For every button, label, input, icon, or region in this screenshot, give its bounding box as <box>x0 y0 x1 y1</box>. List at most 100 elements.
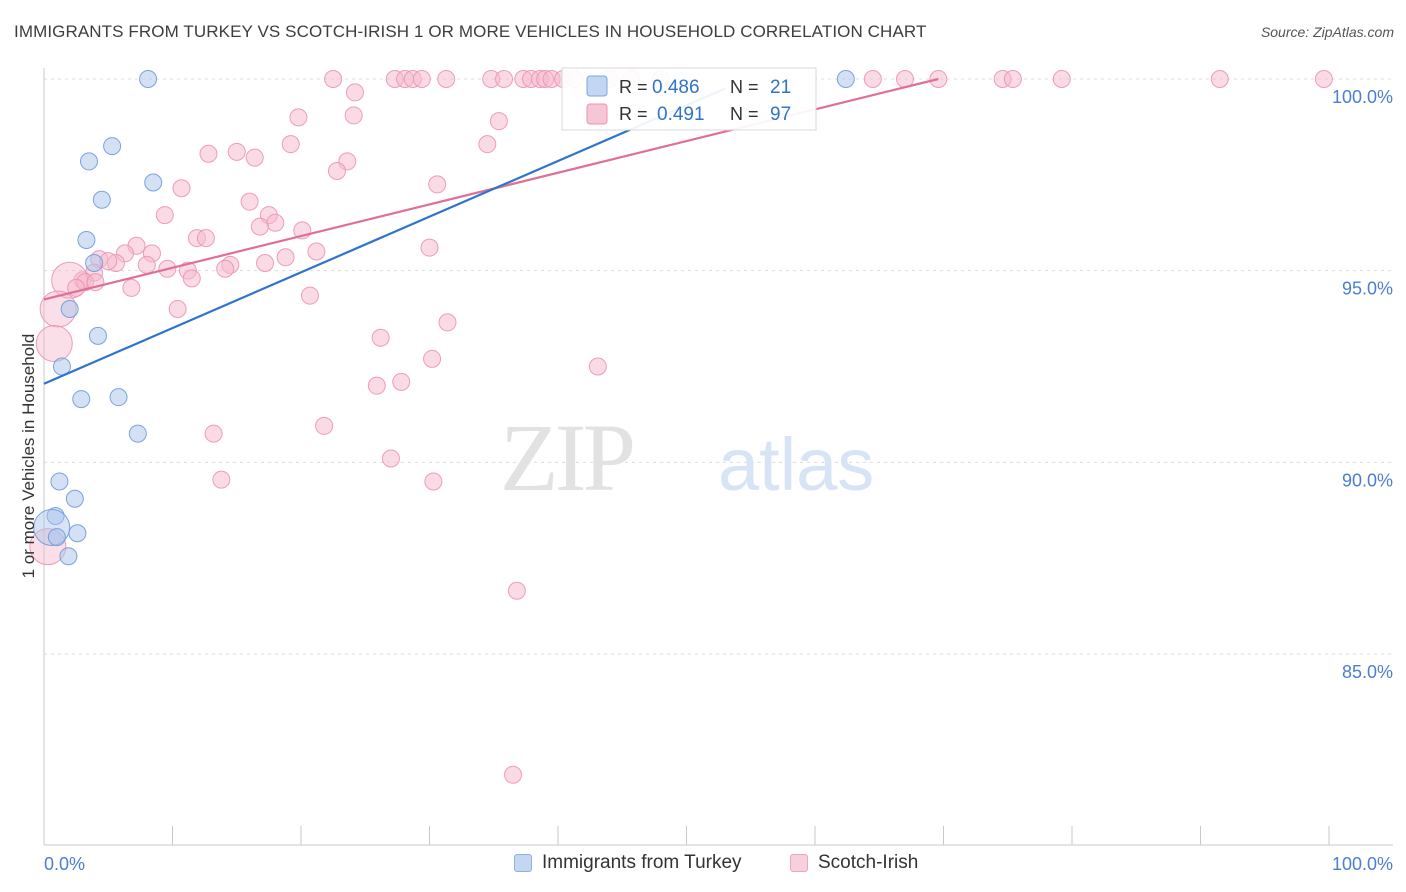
data-point <box>504 765 523 784</box>
data-point <box>836 70 855 88</box>
data-point <box>212 470 231 489</box>
data-point <box>381 449 400 468</box>
watermark-zip: ZIP <box>500 404 633 511</box>
data-point <box>392 372 411 391</box>
data-point <box>1052 70 1071 88</box>
data-point <box>50 472 69 491</box>
data-point <box>216 259 235 278</box>
legend-label-scotch: Scotch-Irish <box>818 852 919 873</box>
legend-r-label-turkey: R = <box>619 77 648 97</box>
watermark: ZIP atlas <box>500 404 874 511</box>
data-point <box>863 70 882 88</box>
data-point <box>155 206 174 225</box>
data-point <box>103 137 122 156</box>
data-point <box>122 278 141 297</box>
x-tick-label-max: 100.0% <box>1332 854 1393 874</box>
data-point <box>1314 70 1333 88</box>
legend-n-value-turkey: 21 <box>770 77 791 98</box>
data-point <box>588 357 607 376</box>
data-point <box>1003 70 1022 88</box>
data-point <box>1210 70 1229 88</box>
data-point <box>137 255 156 274</box>
data-point <box>344 106 363 125</box>
data-point <box>478 135 497 154</box>
data-point <box>172 179 191 198</box>
data-point <box>327 162 346 180</box>
scotch-irish-points <box>29 70 1333 784</box>
source-credit: Source: ZipAtlas.com <box>1260 24 1394 40</box>
legend-n-label-turkey: N = <box>730 77 759 97</box>
y-tick-label: 100.0% <box>1332 87 1393 107</box>
data-point <box>68 524 87 543</box>
y-axis-label: 1 or more Vehicles in Household <box>19 334 38 579</box>
data-point <box>109 388 128 407</box>
data-point <box>196 229 215 248</box>
data-point <box>256 254 275 272</box>
data-point <box>139 70 158 88</box>
stats-legend: R = 0.486 N = 21 R = 0.491 N = 97 <box>561 67 817 131</box>
turkey-points <box>33 70 855 566</box>
data-point <box>345 83 364 102</box>
data-point <box>438 313 457 332</box>
data-point <box>240 192 259 211</box>
legend-n-label-scotch: N = <box>730 104 759 124</box>
data-point <box>281 135 300 154</box>
data-point <box>371 328 390 347</box>
data-point <box>35 325 73 362</box>
y-tick-label: 95.0% <box>1342 279 1393 299</box>
data-point <box>77 231 96 249</box>
data-point <box>85 254 104 272</box>
data-point <box>60 300 79 318</box>
x-tick-label-min: 0.0% <box>44 854 85 874</box>
data-point <box>437 70 456 88</box>
legend-r-value-scotch: 0.491 <box>657 104 705 125</box>
legend-r-label-scotch: R = <box>619 104 648 124</box>
data-point <box>507 581 526 600</box>
data-point <box>204 424 223 443</box>
data-point <box>420 238 439 257</box>
legend-swatch-scotch <box>586 103 608 125</box>
data-point <box>199 144 218 163</box>
data-point <box>59 547 78 566</box>
data-point <box>307 242 326 261</box>
y-tick-labels: 100.0% 95.0% 90.0% 85.0% <box>1332 87 1393 682</box>
data-point <box>128 424 147 443</box>
data-point <box>289 108 308 127</box>
data-point <box>300 286 319 305</box>
y-tick-label: 90.0% <box>1342 470 1393 490</box>
data-point <box>65 489 84 508</box>
legend-item-scotch: Scotch-Irish <box>790 852 918 874</box>
data-point <box>250 217 269 236</box>
legend-swatch-turkey <box>586 75 608 97</box>
axes <box>43 68 1393 846</box>
data-point <box>227 142 246 161</box>
watermark-atlas: atlas <box>718 423 874 506</box>
data-point <box>182 269 201 288</box>
chart-title: IMMIGRANTS FROM TURKEY VS SCOTCH-IRISH 1… <box>14 22 927 41</box>
legend-swatch-turkey-bottom <box>514 854 532 872</box>
data-point <box>88 326 107 345</box>
data-point <box>367 376 386 395</box>
data-point <box>72 390 91 409</box>
data-point <box>79 152 98 171</box>
bottom-legend: Immigrants from Turkey Scotch-Irish <box>0 852 1406 878</box>
data-point <box>315 416 334 435</box>
legend-r-value-turkey: 0.486 <box>652 77 700 98</box>
legend-label-turkey: Immigrants from Turkey <box>542 852 742 873</box>
data-point <box>276 248 295 267</box>
x-axis-ticks <box>172 826 1330 845</box>
data-point <box>245 148 264 167</box>
grid-lines <box>44 78 1393 655</box>
data-point <box>428 175 447 194</box>
data-point <box>144 173 163 192</box>
data-point <box>423 349 442 368</box>
data-point <box>266 213 285 232</box>
data-point <box>489 112 508 131</box>
legend-n-value-scotch: 97 <box>770 104 791 125</box>
data-point <box>168 300 187 318</box>
data-point <box>412 70 431 88</box>
data-point <box>495 70 514 88</box>
data-point <box>424 472 443 491</box>
data-point <box>47 528 66 547</box>
